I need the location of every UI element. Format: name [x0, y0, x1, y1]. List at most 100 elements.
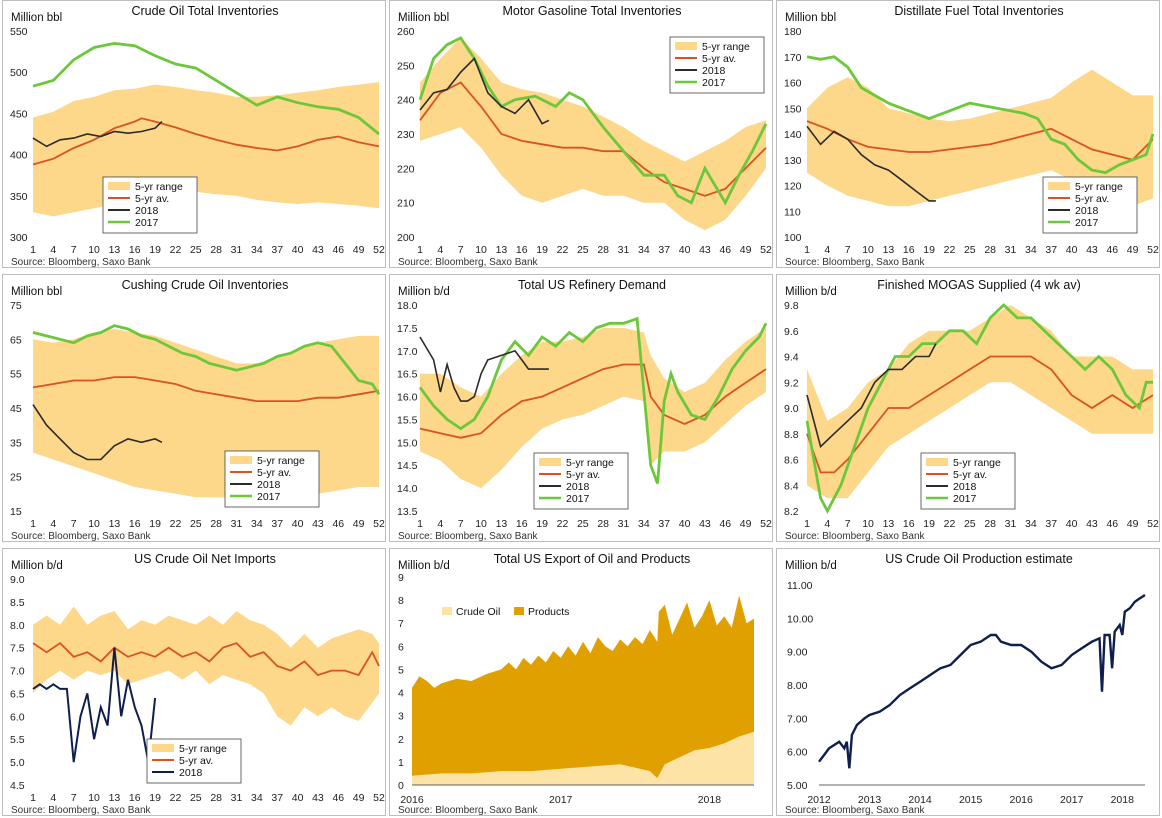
x-tick-label: 10	[862, 244, 874, 256]
x-tick-label: 31	[618, 244, 630, 256]
five-year-average-line	[806, 120, 1154, 161]
y-tick-label: 170	[784, 52, 802, 64]
legend-label: 2018	[1075, 205, 1099, 217]
x-tick-label: 28	[984, 518, 996, 530]
y-tick-label: 230	[397, 129, 415, 141]
chart-svg: Total US Refinery Demand Million b/d Sourc…	[397, 278, 772, 542]
x-tick-label: 43	[312, 518, 324, 530]
source-note: Source: Bloomberg, Saxo Bank	[11, 805, 152, 816]
y-axis-unit: Million b/d	[398, 286, 450, 298]
source-note: Source: Bloomberg, Saxo Bank	[785, 257, 926, 268]
legend-label: 5-yr range	[1075, 181, 1123, 193]
y-tick-label: 3	[398, 711, 404, 723]
x-tick-label: 52	[760, 518, 772, 530]
panel-finished-mogas-supplied: Finished MOGAS Supplied (4 wk av) Million…	[776, 274, 1160, 542]
source-note: Source: Bloomberg, Saxo Bank	[11, 257, 152, 268]
y-axis-unit: Million bbl	[11, 12, 62, 24]
chart-title: US Crude Oil Net Imports	[134, 552, 276, 566]
x-tick-label: 34	[1025, 244, 1037, 256]
legend-swatch	[230, 456, 252, 464]
y-tick-label: 240	[397, 95, 415, 107]
y-tick-label: 250	[397, 60, 415, 72]
x-tick-label: 49	[740, 244, 752, 256]
x-tick-label: 52	[373, 518, 385, 530]
source-note: Source: Bloomberg, Saxo Bank	[398, 257, 539, 268]
y-tick-label: 130	[784, 155, 802, 167]
x-tick-label: 4	[437, 244, 443, 256]
legend-swatch	[539, 458, 561, 466]
x-tick-label: 37	[1045, 244, 1057, 256]
y-tick-label: 8.6	[784, 455, 799, 467]
legend-label: 5-yr av.	[953, 469, 987, 481]
y-tick-label: 8.4	[784, 480, 799, 492]
x-tick-label: 1	[804, 518, 810, 530]
x-tick-label: 22	[944, 244, 956, 256]
x-tick-label: 1	[30, 518, 36, 530]
x-tick-label: 19	[149, 518, 161, 530]
x-tick-label: 13	[109, 244, 121, 256]
legend-label: 5-yr av.	[1075, 193, 1109, 205]
panel-cushing-crude-oil-inventories: Cushing Crude Oil Inventories Million bbl…	[2, 274, 386, 542]
five-year-average-line	[32, 376, 380, 402]
y-tick-label: 25	[10, 472, 22, 484]
legend-swatch	[1048, 182, 1070, 190]
chart-svg: Distillate Fuel Total Inventories Million…	[784, 4, 1159, 268]
x-tick-label: 49	[1127, 518, 1139, 530]
x-tick-label: 25	[964, 244, 976, 256]
x-tick-label: 31	[231, 792, 243, 804]
y-tick-label: 5.5	[10, 734, 25, 746]
legend-label: 5-yr range	[566, 457, 614, 469]
legend-label: Crude Oil	[456, 606, 500, 618]
y-tick-label: 9.4	[784, 352, 799, 364]
y-tick-label: 5.0	[10, 757, 25, 769]
legend-label: 5-yr range	[179, 743, 227, 755]
chart-title: Finished MOGAS Supplied (4 wk av)	[877, 278, 1081, 292]
x-tick-label: 28	[210, 518, 222, 530]
x-tick-label: 7	[458, 244, 464, 256]
source-note: Source: Bloomberg, Saxo Bank	[11, 531, 152, 542]
legend-swatch	[108, 182, 130, 190]
x-tick-label: 16	[516, 518, 528, 530]
y-tick-label: 8.8	[784, 429, 799, 441]
x-tick-label: 43	[312, 792, 324, 804]
x-tick-label: 22	[170, 792, 182, 804]
five-year-average-line	[32, 641, 380, 677]
y-tick-label: 8.0	[10, 620, 25, 632]
x-tick-label: 40	[679, 244, 691, 256]
y-tick-label: 8.00	[787, 680, 808, 692]
y-tick-label: 18.0	[397, 300, 418, 312]
crude-oil-area	[412, 731, 754, 785]
x-tick-label: 40	[292, 518, 304, 530]
legend-label: 2018	[566, 481, 590, 493]
panel-total-us-refinery-demand: Total US Refinery Demand Million b/d Sourc…	[389, 274, 773, 542]
five-year-range-band	[420, 327, 766, 489]
x-tick-label: 2016	[1009, 794, 1033, 806]
y-axis-unit: Million bbl	[398, 12, 449, 24]
x-tick-label: 46	[719, 518, 731, 530]
y-axis-unit: Million b/d	[785, 560, 837, 572]
x-tick-label: 40	[1066, 244, 1078, 256]
x-tick-label: 25	[577, 244, 589, 256]
x-tick-label: 52	[1147, 518, 1159, 530]
series-2017-line	[32, 41, 380, 136]
legend-label: 5-yr av.	[179, 755, 213, 767]
x-tick-label: 28	[597, 244, 609, 256]
x-tick-label: 52	[373, 244, 385, 256]
x-tick-label: 1	[417, 518, 423, 530]
products-area	[412, 595, 754, 785]
x-tick-label: 16	[129, 792, 141, 804]
y-tick-label: 35	[10, 437, 22, 449]
x-tick-label: 19	[536, 244, 548, 256]
y-tick-label: 350	[10, 191, 28, 203]
legend-label: 2018	[179, 767, 203, 779]
five-year-range-band	[807, 69, 1153, 207]
y-tick-label: 15.0	[397, 437, 418, 449]
legend-label: 5-yr av.	[702, 53, 736, 65]
y-tick-label: 200	[397, 232, 415, 244]
x-tick-label: 43	[312, 244, 324, 256]
x-tick-label: 46	[1106, 244, 1118, 256]
x-tick-label: 43	[1086, 518, 1098, 530]
y-axis-unit: Million bbl	[11, 286, 62, 298]
legend-label: 2017	[1075, 217, 1099, 229]
y-tick-label: 8	[398, 595, 404, 607]
